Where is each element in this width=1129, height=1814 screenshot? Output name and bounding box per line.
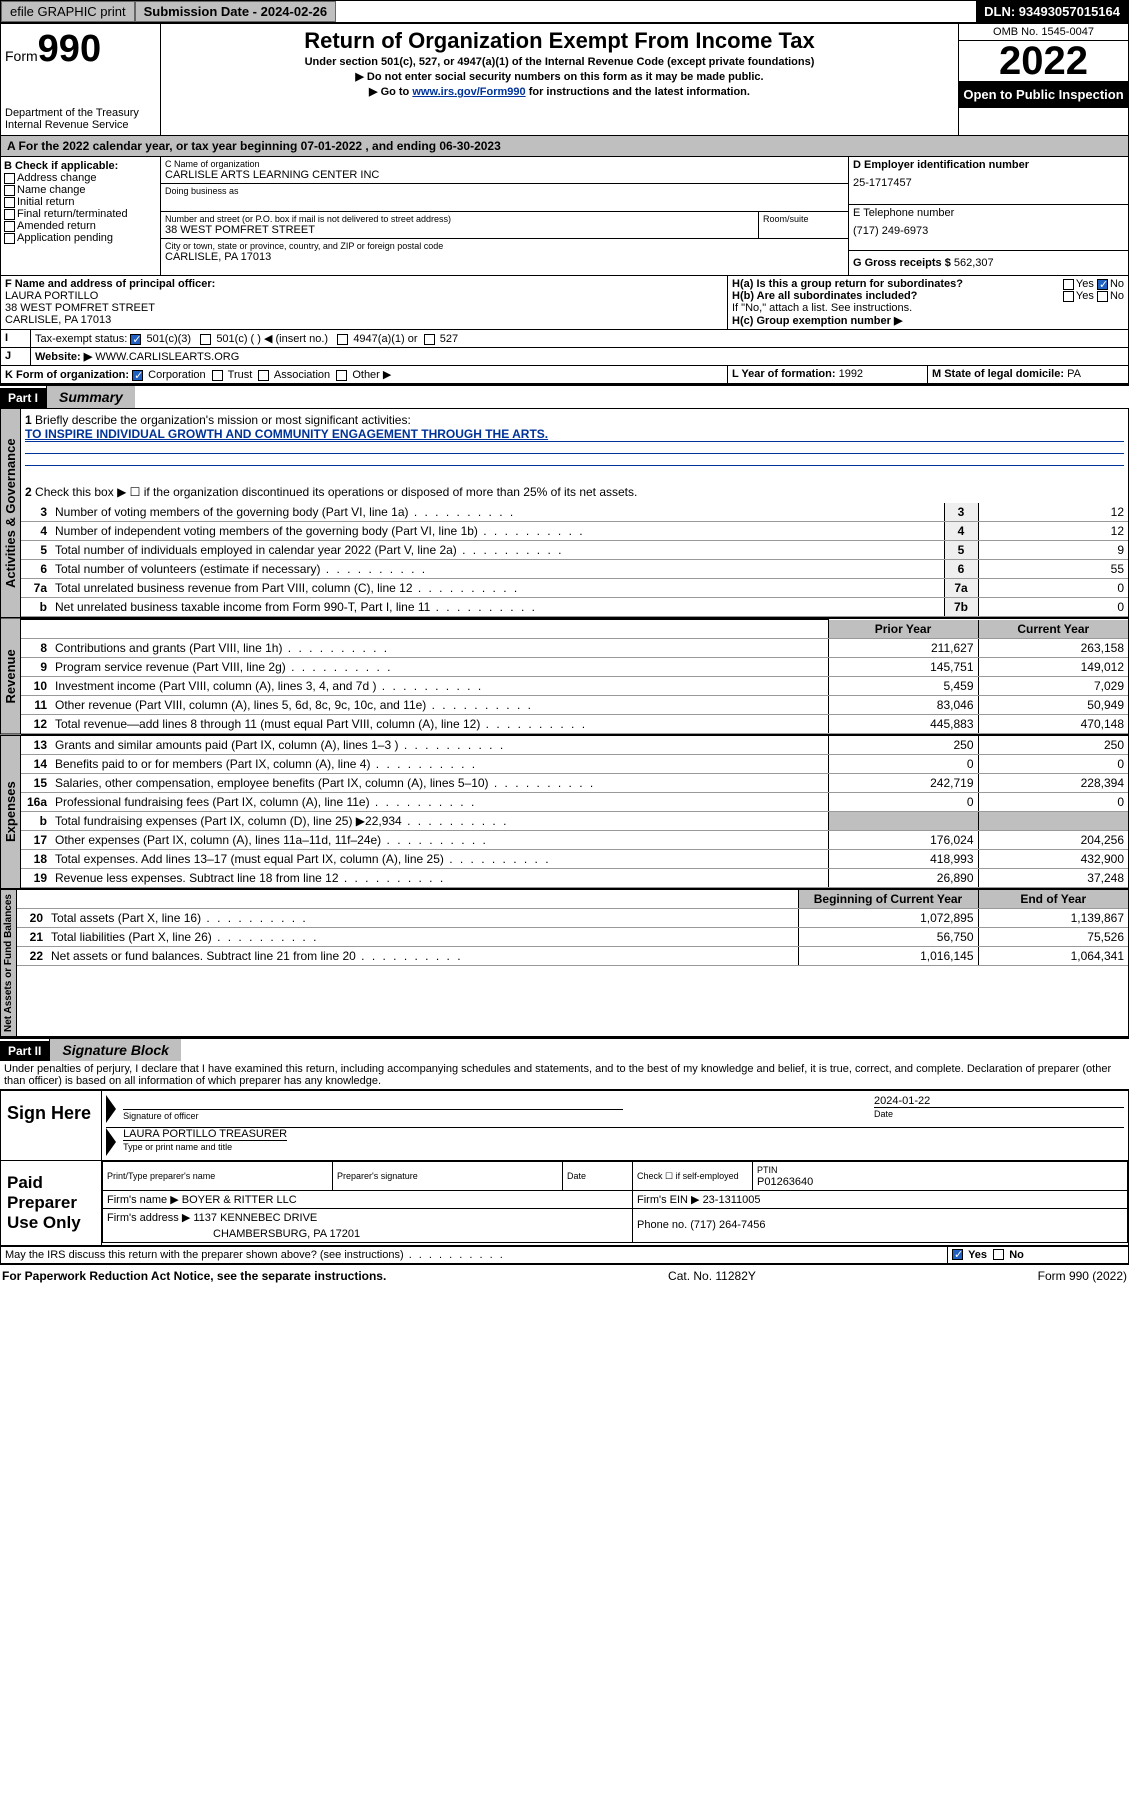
tax-year: 2022 <box>959 41 1128 81</box>
room-label: Room/suite <box>763 214 844 224</box>
dln-label: DLN: 93493057015164 <box>976 1 1128 22</box>
box-b: B Check if applicable: Address change Na… <box>1 157 161 275</box>
subtitle-3: ▶ Go to www.irs.gov/Form990 for instruct… <box>167 85 952 98</box>
chk-corp[interactable] <box>132 370 143 381</box>
tab-governance: Activities & Governance <box>0 408 21 618</box>
tab-revenue: Revenue <box>0 618 21 735</box>
street-address: 38 WEST POMFRET STREET <box>165 224 754 236</box>
chk-501c3[interactable] <box>130 334 141 345</box>
ptin-value: P01263640 <box>757 1176 813 1188</box>
ha-yes[interactable] <box>1063 279 1074 290</box>
mission-text: TO INSPIRE INDIVIDUAL GROWTH AND COMMUNI… <box>25 427 548 441</box>
chk-final-return[interactable] <box>4 209 15 220</box>
phone-value: (717) 249-6973 <box>853 225 1124 237</box>
year-formation: 1992 <box>839 368 863 380</box>
chk-initial-return[interactable] <box>4 197 15 208</box>
part1-header: Part ISummary <box>0 384 1129 408</box>
city-label: City or town, state or province, country… <box>165 241 844 251</box>
top-bar: efile GRAPHIC print Submission Date - 20… <box>0 0 1129 23</box>
subtitle-2: ▶ Do not enter social security numbers o… <box>167 70 952 83</box>
form-header: Form990 Department of the Treasury Inter… <box>0 23 1129 136</box>
officer-city: CARLISLE, PA 17013 <box>5 314 723 326</box>
chk-trust[interactable] <box>212 370 223 381</box>
hb-yes[interactable] <box>1063 291 1074 302</box>
gross-receipts-value: 562,307 <box>954 257 994 269</box>
chk-other[interactable] <box>336 370 347 381</box>
chk-address-change[interactable] <box>4 173 15 184</box>
firm-name: BOYER & RITTER LLC <box>182 1194 297 1206</box>
phone-label: E Telephone number <box>853 207 1124 219</box>
tab-net-assets: Net Assets or Fund Balances <box>0 889 17 1037</box>
efile-print-button[interactable]: efile GRAPHIC print <box>1 1 135 22</box>
part2-header: Part IISignature Block <box>0 1037 1129 1061</box>
officer-row: F Name and address of principal officer:… <box>0 276 1129 330</box>
org-name: CARLISLE ARTS LEARNING CENTER INC <box>165 169 844 181</box>
paid-preparer-label: Paid Preparer Use Only <box>1 1161 101 1245</box>
tab-expenses: Expenses <box>0 735 21 889</box>
form-title: Return of Organization Exempt From Incom… <box>167 28 952 54</box>
firm-addr1: 1137 KENNEBEC DRIVE <box>193 1212 317 1224</box>
ein-label: D Employer identification number <box>853 159 1124 171</box>
officer-name: LAURA PORTILLO <box>5 290 723 302</box>
chk-application-pending[interactable] <box>4 233 15 244</box>
subtitle-1: Under section 501(c), 527, or 4947(a)(1)… <box>167 56 952 68</box>
chk-assoc[interactable] <box>258 370 269 381</box>
discuss-no[interactable] <box>993 1249 1004 1260</box>
state-domicile: PA <box>1067 368 1081 380</box>
gross-receipts-label: G Gross receipts $ <box>853 257 951 269</box>
ha-no[interactable] <box>1097 279 1108 290</box>
hb-no[interactable] <box>1097 291 1108 302</box>
ein-value: 25-1717457 <box>853 177 1124 189</box>
officer-printed-name: LAURA PORTILLO TREASURER <box>123 1128 287 1140</box>
website-value: WWW.CARLISLEARTS.ORG <box>95 351 239 363</box>
city-value: CARLISLE, PA 17013 <box>165 251 844 263</box>
dept-label: Department of the Treasury Internal Reve… <box>5 107 156 131</box>
form-word: Form <box>5 48 38 64</box>
dba-label: Doing business as <box>165 186 844 196</box>
chk-527[interactable] <box>424 334 435 345</box>
firm-ein: 23-1311005 <box>703 1194 761 1206</box>
chk-501c[interactable] <box>200 334 211 345</box>
officer-addr: 38 WEST POMFRET STREET <box>5 302 723 314</box>
arrow-icon <box>106 1128 116 1156</box>
arrow-icon <box>106 1095 116 1123</box>
firm-phone: (717) 264-7456 <box>690 1219 765 1231</box>
chk-name-change[interactable] <box>4 185 15 196</box>
header-info-row: B Check if applicable: Address change Na… <box>0 157 1129 276</box>
irs-link[interactable]: www.irs.gov/Form990 <box>412 86 525 98</box>
open-public-badge: Open to Public Inspection <box>959 81 1128 108</box>
discuss-yes[interactable] <box>952 1249 963 1260</box>
page-footer: For Paperwork Reduction Act Notice, see … <box>0 1264 1129 1287</box>
street-label: Number and street (or P.O. box if mail i… <box>165 214 754 224</box>
form-number: 990 <box>38 28 101 70</box>
org-name-label: C Name of organization <box>165 159 844 169</box>
officer-label: F Name and address of principal officer: <box>5 278 723 290</box>
period-bar: A For the 2022 calendar year, or tax yea… <box>0 136 1129 157</box>
sign-date: 2024-01-22 <box>874 1095 1124 1107</box>
submission-date-label: Submission Date - 2024-02-26 <box>135 1 337 22</box>
sign-here-label: Sign Here <box>1 1091 101 1160</box>
chk-amended[interactable] <box>4 221 15 232</box>
chk-4947[interactable] <box>337 334 348 345</box>
firm-addr2: CHAMBERSBURG, PA 17201 <box>103 1226 633 1243</box>
perjury-declaration: Under penalties of perjury, I declare th… <box>0 1061 1129 1089</box>
